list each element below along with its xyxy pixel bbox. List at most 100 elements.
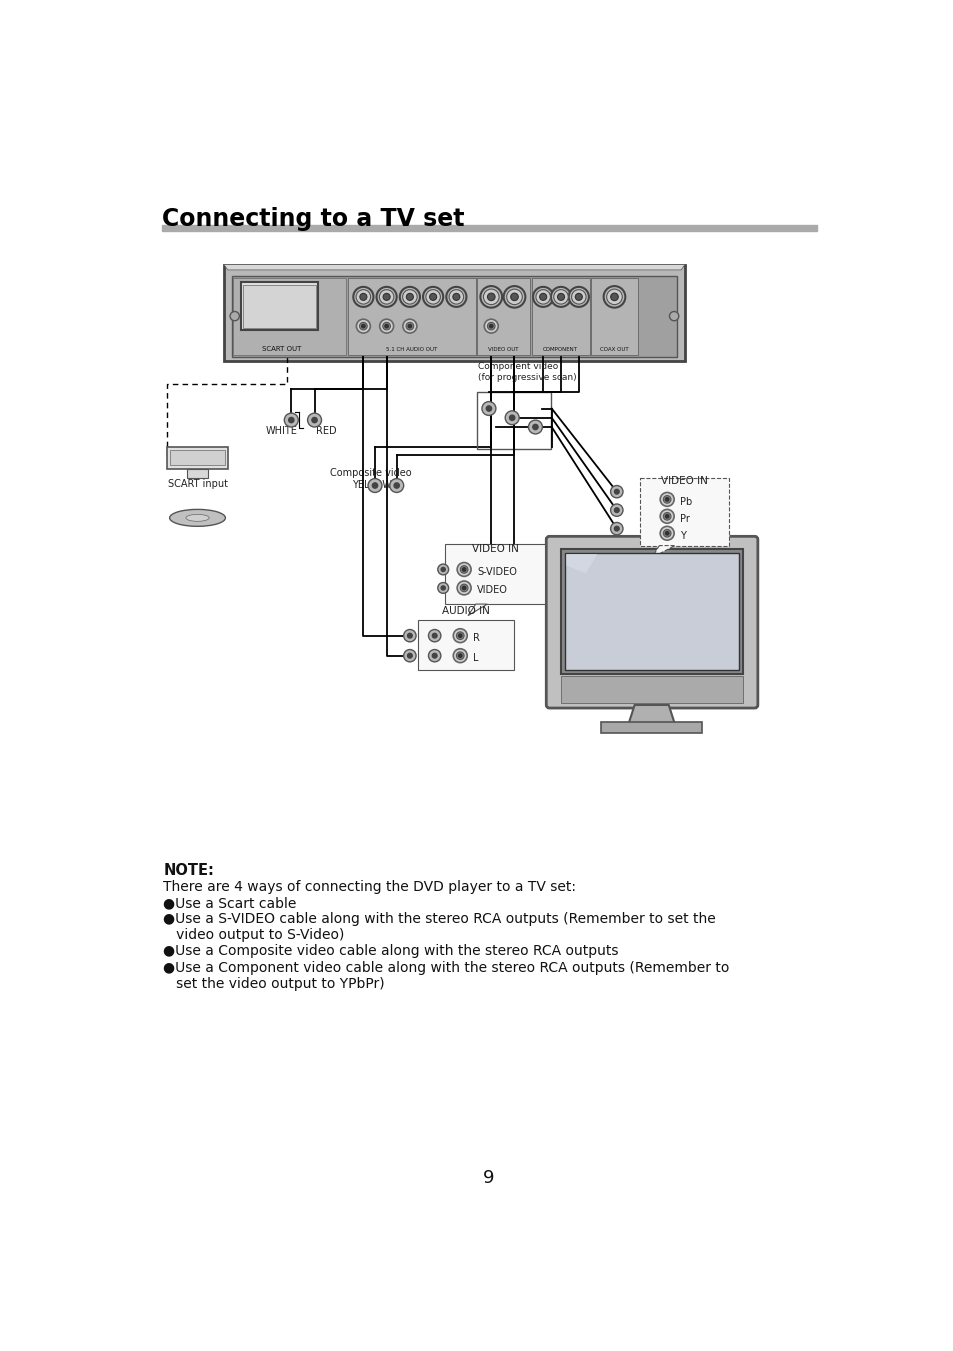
Circle shape bbox=[458, 654, 461, 658]
Circle shape bbox=[659, 493, 674, 507]
Polygon shape bbox=[224, 265, 684, 270]
Bar bbox=[243, 285, 315, 328]
Circle shape bbox=[510, 293, 517, 301]
Circle shape bbox=[361, 324, 365, 328]
Circle shape bbox=[480, 286, 501, 308]
Circle shape bbox=[379, 289, 394, 304]
Circle shape bbox=[289, 417, 294, 423]
Circle shape bbox=[382, 323, 390, 330]
Bar bbox=[241, 282, 318, 330]
Circle shape bbox=[456, 632, 463, 639]
Circle shape bbox=[665, 515, 668, 517]
Circle shape bbox=[459, 584, 468, 592]
Circle shape bbox=[486, 405, 491, 411]
Circle shape bbox=[383, 293, 390, 300]
Text: VIDEO: VIDEO bbox=[476, 585, 508, 596]
Circle shape bbox=[487, 293, 495, 301]
Circle shape bbox=[481, 401, 496, 416]
Circle shape bbox=[368, 478, 381, 493]
Circle shape bbox=[390, 478, 403, 493]
Circle shape bbox=[456, 653, 463, 659]
Text: COAX OUT: COAX OUT bbox=[599, 347, 628, 351]
Text: WHITE: WHITE bbox=[266, 426, 297, 436]
Circle shape bbox=[487, 323, 495, 330]
Bar bbox=[560, 549, 742, 674]
Polygon shape bbox=[566, 554, 597, 573]
Bar bbox=[417, 620, 514, 670]
Circle shape bbox=[614, 508, 618, 512]
Circle shape bbox=[568, 286, 588, 307]
Bar bbox=[233, 277, 345, 355]
Circle shape bbox=[379, 319, 394, 334]
Text: Component video
(for progressive scan): Component video (for progressive scan) bbox=[477, 362, 577, 381]
Text: 5.1 CH AUDIO OUT: 5.1 CH AUDIO OUT bbox=[385, 347, 436, 351]
Circle shape bbox=[407, 634, 412, 638]
Text: ●Use a Scart cable: ●Use a Scart cable bbox=[163, 896, 296, 911]
Circle shape bbox=[453, 648, 467, 662]
Circle shape bbox=[533, 286, 553, 307]
Bar bbox=[531, 277, 589, 355]
Text: SCART OUT: SCART OUT bbox=[262, 346, 301, 351]
Bar bbox=[476, 392, 550, 450]
Circle shape bbox=[610, 523, 622, 535]
Text: VIDEO OUT: VIDEO OUT bbox=[488, 347, 518, 351]
Text: VIDEO IN: VIDEO IN bbox=[471, 543, 518, 554]
Circle shape bbox=[506, 289, 521, 304]
Circle shape bbox=[662, 496, 670, 503]
Circle shape bbox=[425, 289, 440, 304]
Ellipse shape bbox=[186, 515, 209, 521]
Circle shape bbox=[532, 424, 537, 430]
Text: L: L bbox=[473, 653, 478, 663]
Text: VIDEO IN: VIDEO IN bbox=[660, 476, 707, 486]
Circle shape bbox=[571, 289, 585, 304]
Bar bbox=[591, 277, 637, 355]
Circle shape bbox=[669, 312, 679, 320]
Text: COMPONENT: COMPONENT bbox=[542, 347, 578, 351]
Circle shape bbox=[376, 286, 396, 307]
Circle shape bbox=[528, 420, 542, 434]
Circle shape bbox=[403, 650, 416, 662]
Circle shape bbox=[610, 485, 622, 497]
Bar bbox=[167, 447, 228, 469]
Circle shape bbox=[407, 654, 412, 658]
Circle shape bbox=[408, 324, 411, 328]
Circle shape bbox=[356, 319, 370, 334]
Text: ●Use a Composite video cable along with the stereo RCA outputs: ●Use a Composite video cable along with … bbox=[163, 944, 618, 958]
Bar bbox=[639, 478, 728, 546]
Circle shape bbox=[355, 289, 370, 304]
Bar bbox=[444, 544, 545, 604]
Text: Composite video: Composite video bbox=[330, 469, 412, 478]
Circle shape bbox=[428, 630, 440, 642]
Circle shape bbox=[553, 289, 568, 304]
Circle shape bbox=[230, 312, 239, 320]
Circle shape bbox=[603, 286, 624, 308]
Circle shape bbox=[384, 324, 388, 328]
Circle shape bbox=[372, 482, 377, 488]
Polygon shape bbox=[628, 705, 674, 724]
Text: Pb: Pb bbox=[679, 497, 692, 507]
Circle shape bbox=[505, 411, 518, 424]
Circle shape bbox=[437, 582, 448, 593]
Circle shape bbox=[509, 415, 515, 420]
Circle shape bbox=[659, 527, 674, 540]
Circle shape bbox=[399, 286, 419, 307]
Circle shape bbox=[462, 586, 465, 589]
Bar bbox=[187, 469, 208, 478]
Circle shape bbox=[503, 286, 525, 308]
Circle shape bbox=[428, 650, 440, 662]
Circle shape bbox=[462, 567, 465, 571]
Polygon shape bbox=[651, 546, 674, 558]
Text: There are 4 ways of connecting the DVD player to a TV set:: There are 4 ways of connecting the DVD p… bbox=[163, 880, 576, 894]
Text: ●Use a Component video cable along with the stereo RCA outputs (Remember to: ●Use a Component video cable along with … bbox=[163, 961, 729, 974]
Circle shape bbox=[403, 630, 416, 642]
Circle shape bbox=[665, 497, 668, 501]
Circle shape bbox=[406, 293, 413, 300]
Text: set the video output to YPbPr): set the video output to YPbPr) bbox=[163, 977, 385, 990]
Circle shape bbox=[456, 581, 471, 594]
Circle shape bbox=[662, 530, 670, 538]
Bar bbox=[600, 721, 701, 732]
Circle shape bbox=[614, 527, 618, 531]
Text: RED: RED bbox=[315, 426, 336, 436]
Circle shape bbox=[662, 512, 670, 520]
Text: 9: 9 bbox=[482, 1169, 495, 1188]
